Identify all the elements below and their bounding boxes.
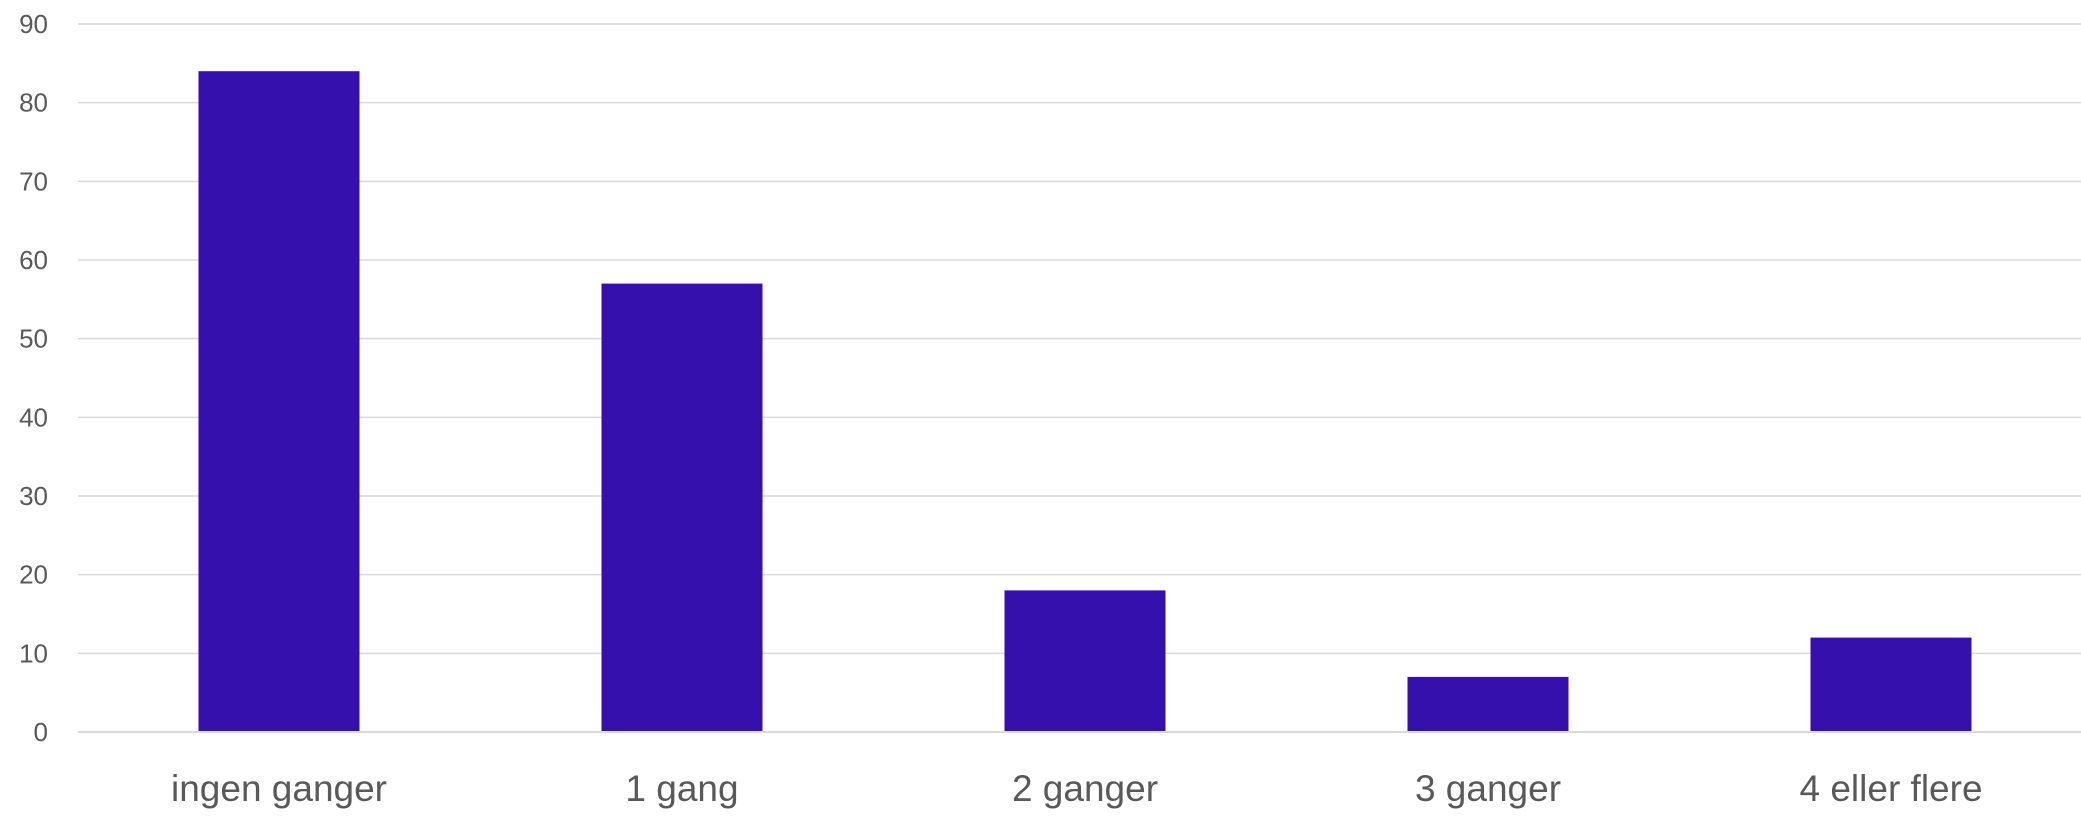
- y-tick-label: 60: [19, 245, 48, 275]
- y-tick-label: 10: [19, 638, 48, 668]
- bar: [1004, 590, 1166, 732]
- x-tick-label: ingen ganger: [171, 768, 387, 809]
- y-tick-label: 30: [19, 481, 48, 511]
- bar: [1407, 676, 1569, 732]
- x-tick-label: 1 gang: [625, 768, 738, 809]
- y-tick-label: 90: [19, 9, 48, 39]
- x-tick-label: 2 ganger: [1012, 768, 1158, 809]
- y-tick-label: 40: [19, 402, 48, 432]
- y-axis-tick-labels: 0 10 20 30 40 50 60 70 80 90: [19, 9, 48, 747]
- y-tick-label: 20: [19, 560, 48, 590]
- y-tick-label: 70: [19, 166, 48, 196]
- x-tick-label: 4 eller flere: [1799, 768, 1982, 809]
- x-tick-label: 3 ganger: [1415, 768, 1561, 809]
- bars: [198, 71, 1972, 732]
- y-tick-label: 50: [19, 324, 48, 354]
- gridlines: [78, 23, 2081, 655]
- bar: [1810, 637, 1972, 732]
- bar: [198, 71, 360, 732]
- bar: [601, 283, 763, 732]
- x-axis-tick-labels: ingen ganger 1 gang 2 ganger 3 ganger 4 elle…: [171, 768, 1983, 809]
- y-tick-label: 80: [19, 88, 48, 118]
- y-tick-label: 0: [34, 717, 48, 747]
